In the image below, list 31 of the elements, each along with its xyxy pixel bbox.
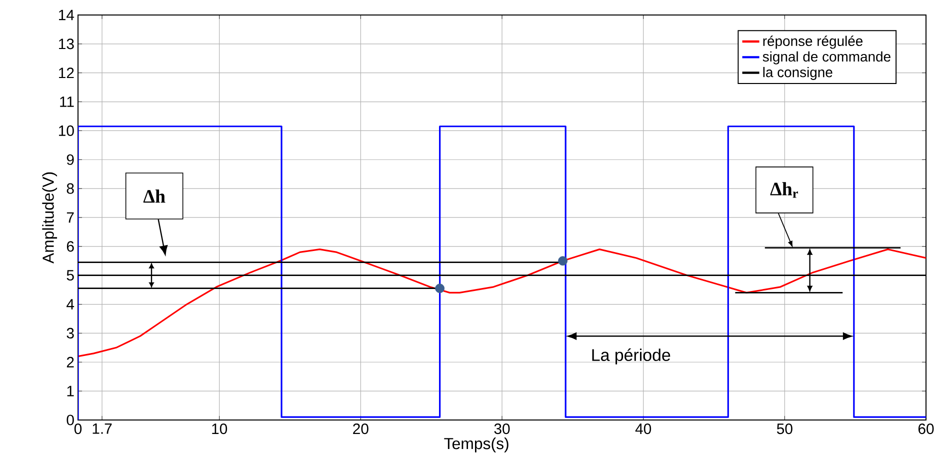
x-tick-label: 40 <box>635 424 652 434</box>
annotation: Δh <box>143 189 166 203</box>
y-tick-label: 5 <box>66 270 74 281</box>
x-tick-label: 60 <box>918 424 934 434</box>
x-tick-label: 0 <box>74 424 82 434</box>
y-tick-label: 12 <box>59 68 74 78</box>
x-tick-label: 20 <box>353 424 368 434</box>
y-tick-label: 4 <box>66 299 74 310</box>
y-tick-label: 1 <box>67 386 74 396</box>
y-tick-label: 8 <box>66 183 74 194</box>
y-tick-label: 10 <box>59 125 74 136</box>
y-tick-label: 2 <box>66 356 74 368</box>
x-tick-label: 1.7 <box>92 424 112 434</box>
annotation: La période <box>592 348 670 364</box>
legend-label: signal de commande <box>762 51 890 64</box>
y-tick-label: 6 <box>66 241 74 252</box>
y-tick-label: 7 <box>66 212 74 223</box>
y-tick-label: 0 <box>66 414 74 426</box>
legend-label: réponse régulée <box>763 36 863 49</box>
y-axis-title: Amplitude(V) <box>42 172 58 264</box>
x-tick-label: 10 <box>212 424 228 434</box>
y-tick-label: 11 <box>60 96 74 107</box>
x-axis-title: Temps(s) <box>444 438 508 452</box>
legend-label: la consigne <box>763 66 832 80</box>
x-tick-label: 50 <box>776 424 792 434</box>
annotation: Δh$_{r}$ <box>770 182 798 198</box>
y-tick-label: 9 <box>66 154 74 165</box>
y-tick-label: 14 <box>59 10 74 20</box>
y-tick-label: 3 <box>66 328 74 338</box>
y-tick-label: 13 <box>59 38 74 50</box>
x-tick-label: 30 <box>494 424 510 434</box>
